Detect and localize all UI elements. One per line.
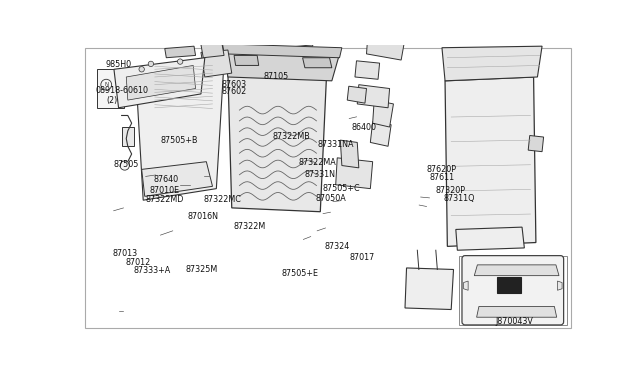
Polygon shape [157,127,182,139]
Circle shape [177,59,183,64]
Polygon shape [357,85,390,108]
Text: 87505: 87505 [114,160,139,169]
Text: 87602: 87602 [221,87,246,96]
Polygon shape [223,44,342,58]
Text: 87017: 87017 [349,253,374,262]
Text: 86400: 86400 [351,123,377,132]
Text: 87505+B: 87505+B [161,136,198,145]
Circle shape [101,79,111,90]
Polygon shape [557,281,562,290]
Text: 87322MC: 87322MC [204,195,242,204]
Text: 87331N: 87331N [305,170,335,179]
Text: 87322MD: 87322MD [146,195,184,204]
Text: 87603: 87603 [221,80,246,89]
Circle shape [139,67,145,72]
Circle shape [120,161,129,170]
Polygon shape [211,28,279,40]
Polygon shape [528,135,543,152]
Text: N: N [104,82,108,87]
Polygon shape [289,35,314,46]
Text: 87013: 87013 [112,249,137,258]
Text: 87105: 87105 [264,72,289,81]
Text: 87050A: 87050A [316,194,346,203]
Polygon shape [303,58,332,68]
Text: 87012: 87012 [126,259,151,267]
Polygon shape [164,46,196,58]
Polygon shape [247,34,272,45]
FancyBboxPatch shape [462,256,564,325]
Text: 87324: 87324 [324,241,349,250]
Polygon shape [201,50,232,77]
Polygon shape [97,69,124,108]
Polygon shape [136,62,224,200]
Circle shape [148,61,154,67]
Text: 87322M: 87322M [234,222,266,231]
Polygon shape [463,281,468,290]
Polygon shape [201,42,224,58]
Text: 87331NA: 87331NA [317,140,354,150]
Polygon shape [442,46,542,81]
Polygon shape [228,73,326,212]
Text: 87640: 87640 [153,175,178,184]
Text: 87620P: 87620P [427,165,456,174]
Text: 87311Q: 87311Q [444,194,475,203]
Polygon shape [477,307,557,317]
Text: J870043V: J870043V [495,317,533,326]
Bar [497,277,520,293]
Text: 87333+A: 87333+A [133,266,171,275]
Text: 87325M: 87325M [185,265,218,274]
Polygon shape [336,158,372,189]
Bar [459,256,566,325]
Polygon shape [371,122,391,146]
Polygon shape [340,140,359,168]
Polygon shape [114,58,205,108]
Polygon shape [122,127,134,146]
Polygon shape [234,55,259,65]
Polygon shape [374,9,409,40]
Polygon shape [456,227,524,250]
Polygon shape [372,100,394,127]
Polygon shape [163,145,188,155]
Polygon shape [405,268,454,310]
Text: (2): (2) [106,96,118,105]
Text: 87505+E: 87505+E [281,269,318,278]
Polygon shape [348,86,367,103]
Polygon shape [474,265,559,276]
Text: 87322MB: 87322MB [273,132,310,141]
Polygon shape [224,50,340,81]
Text: 87611: 87611 [429,173,454,182]
Text: 985H0: 985H0 [105,60,131,69]
Polygon shape [216,19,310,31]
Polygon shape [355,61,380,79]
Text: 87322MA: 87322MA [298,158,336,167]
Polygon shape [141,162,212,196]
Text: 87016N: 87016N [188,212,218,221]
Polygon shape [349,21,369,33]
Text: 87010E: 87010E [150,186,180,195]
Text: 87320P: 87320P [435,186,465,195]
Polygon shape [126,65,196,100]
Text: 08918-60610: 08918-60610 [95,86,148,95]
Polygon shape [445,77,536,246]
Polygon shape [367,32,405,60]
Text: 87505+C: 87505+C [322,184,360,193]
